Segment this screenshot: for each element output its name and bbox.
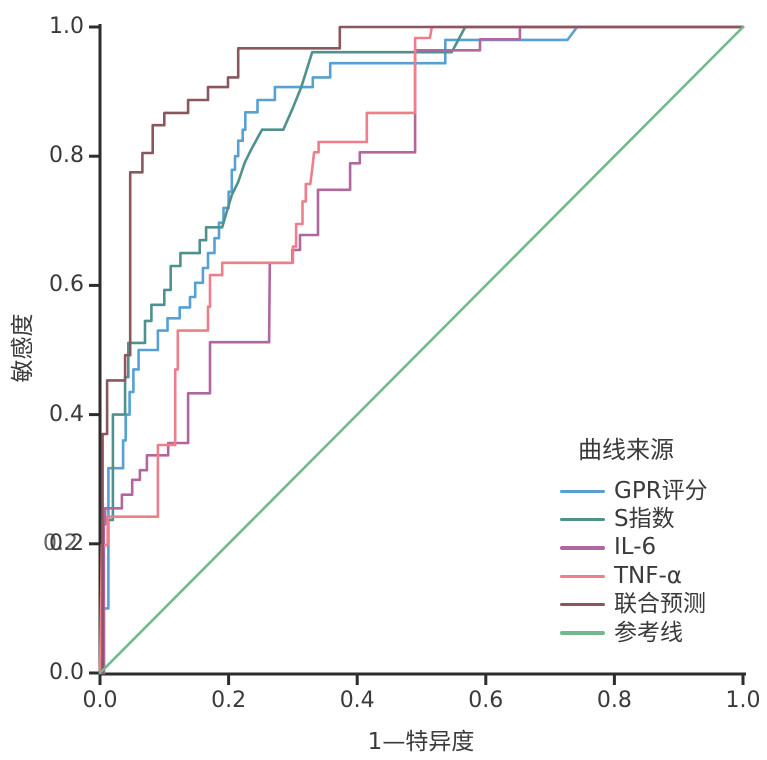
legend-swatch-line <box>560 517 605 522</box>
legend-swatch-line <box>560 546 605 550</box>
legend-swatch-line <box>560 603 605 607</box>
legend-label: IL-6 <box>614 534 657 561</box>
roc-curve-4 <box>98 25 745 675</box>
legend-label: S指数 <box>614 506 675 533</box>
legend-items: GPR评分 S指数 IL-6 TNF-α 联合预测 参考线 <box>560 477 708 647</box>
legend-item: GPR评分 <box>560 477 708 505</box>
y-tick-label-ghost: 0.2 <box>43 530 78 556</box>
x-tick-label: 0.0 <box>82 688 118 713</box>
legend-item: 联合预测 <box>560 591 708 619</box>
legend: 曲线来源 GPR评分 S指数 IL-6 TNF-α 联合预测 参考线 <box>560 430 708 647</box>
legend-label: TNF-α <box>614 562 682 589</box>
legend-swatch-line <box>560 489 605 493</box>
roc-curve-3 <box>98 25 745 675</box>
y-tick-label: 1.0 <box>49 14 84 39</box>
legend-label: 参考线 <box>614 619 683 646</box>
y-tick-label: 0.4 <box>49 401 84 427</box>
x-tick-label: 0.2 <box>211 688 247 713</box>
roc-curve-0 <box>98 25 745 675</box>
legend-title: 曲线来源 <box>578 436 674 464</box>
y-tick-label: 0.8 <box>49 143 84 169</box>
legend-swatch-line <box>560 631 605 635</box>
legend-swatch-line <box>560 574 605 579</box>
x-tick-label: 0.6 <box>468 688 504 713</box>
y-tick-label: 0.0 <box>49 660 84 685</box>
legend-item: 参考线 <box>560 619 708 647</box>
roc-curve-2 <box>98 25 745 675</box>
legend-item: IL-6 <box>560 534 708 562</box>
x-tick-label: 0.8 <box>596 688 632 713</box>
y-axis-label: 敏感度 <box>10 313 36 383</box>
legend-label: GPR评分 <box>614 477 708 504</box>
legend-item: TNF-α <box>560 562 708 590</box>
legend-label: 联合预测 <box>614 591 706 618</box>
x-tick-label: 1.0 <box>725 688 761 713</box>
legend-item: S指数 <box>560 505 708 533</box>
y-tick-label: 0.6 <box>49 272 84 298</box>
roc-curve-5 <box>98 25 745 675</box>
x-axis-label: 1—特异度 <box>367 729 475 755</box>
y-tick-label: 0.2 0.2 <box>43 530 84 556</box>
x-tick-label: 0.4 <box>339 688 375 713</box>
